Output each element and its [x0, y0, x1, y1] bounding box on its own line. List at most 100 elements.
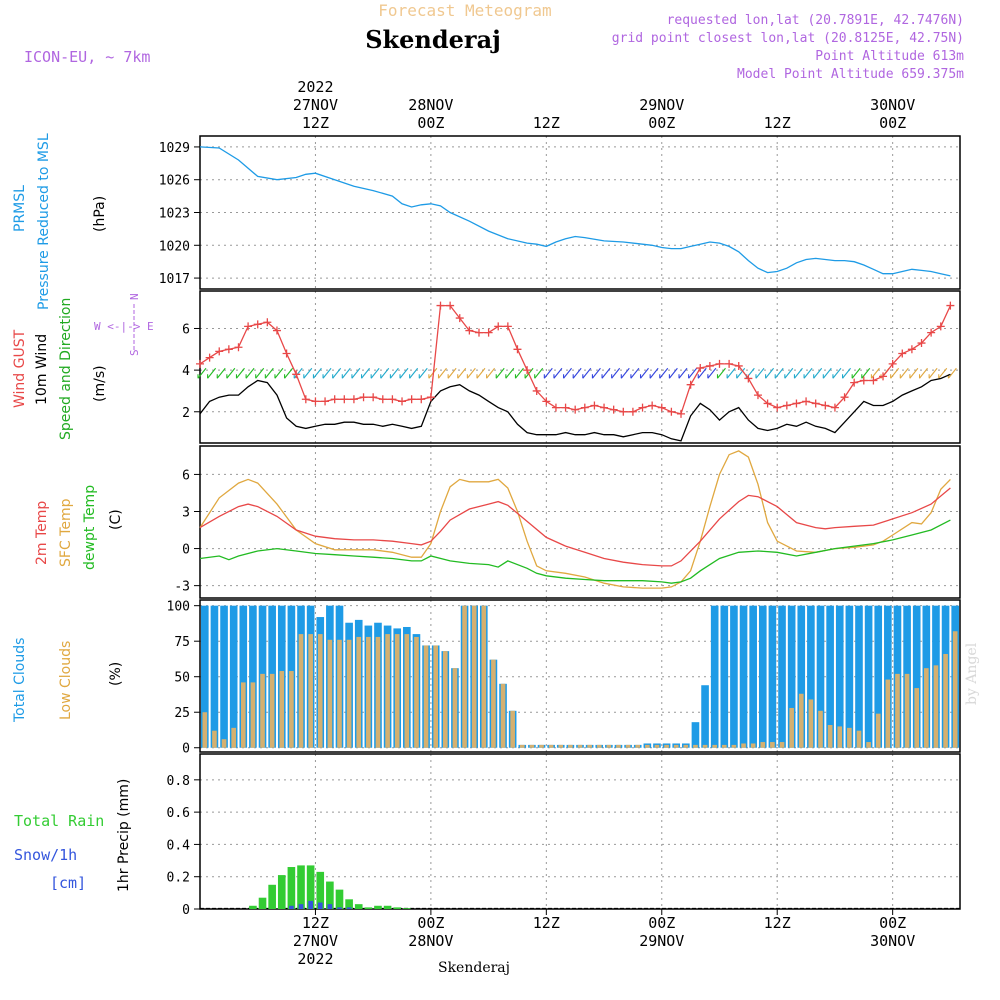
gust-marker [715, 359, 724, 368]
wind-dir-arrow [197, 367, 207, 379]
wind-dir-arrow [774, 367, 784, 379]
rain-bar [354, 904, 363, 909]
wind-dir-arrow [226, 367, 236, 379]
precip-panel [200, 865, 960, 910]
y-tick-label: 50 [174, 671, 190, 686]
rain-bar [364, 907, 373, 909]
wind-dir-arrow [409, 367, 419, 379]
low-cloud-bar [914, 688, 920, 748]
precip-axis-label: 1hr Precip (mm) [116, 779, 132, 892]
gust-marker [561, 403, 570, 412]
wind-gust-line [199, 304, 951, 415]
wind-dir-arrow [765, 367, 775, 379]
rain-bar [249, 905, 257, 909]
panel-frame-temp [199, 445, 961, 599]
wind-dir-arrow [938, 367, 948, 379]
top-time-label: 00Z [879, 114, 906, 132]
low-cloud-bar [327, 639, 333, 748]
gust-marker [196, 359, 204, 368]
gust-marker [763, 399, 772, 408]
rain-bar [306, 865, 315, 909]
wind-dir-arrow [486, 367, 496, 379]
gust-marker [571, 405, 580, 414]
low-cloud-bar [847, 727, 852, 748]
low-cloud-bar [462, 605, 467, 748]
wind-dir-arrow [207, 367, 217, 379]
gust-marker [321, 397, 330, 406]
gust-marker [821, 401, 830, 410]
wind-dir-arrow [842, 367, 851, 379]
gust-marker [907, 345, 916, 354]
total-cloud-bar [835, 605, 844, 748]
low-cloud-bar [548, 744, 554, 748]
gust-marker [532, 386, 541, 395]
top-time-label: 12Z [533, 114, 560, 132]
total-cloud-bar [758, 605, 767, 748]
gust-marker [677, 409, 686, 418]
wind-dir-arrow [543, 367, 553, 379]
gust-marker [792, 399, 801, 408]
wind-dir-arrow [717, 367, 726, 379]
low-cloud-bar [433, 645, 439, 748]
wind-dir-arrow [255, 367, 265, 379]
wind-dir-arrow [813, 367, 823, 379]
bottom-time-label: 2022 [297, 950, 333, 968]
total-cloud-bar [220, 605, 228, 748]
wind-dir-arrow [351, 367, 361, 379]
low-cloud-bar [491, 659, 496, 748]
low-cloud-bar [770, 742, 775, 748]
wind-dir-arrow [341, 367, 351, 379]
low-cloud-bar [375, 636, 381, 748]
gust-marker [686, 380, 695, 389]
low-cloud-bar [664, 744, 669, 748]
gust-marker [898, 349, 907, 358]
wind-panel [196, 301, 957, 442]
total-cloud-bar [845, 605, 854, 748]
wind-dir-arrow [274, 367, 284, 379]
total-cloud-bar [749, 605, 757, 748]
snow-bar [298, 904, 304, 909]
top-time-label: 29NOV [639, 96, 684, 114]
wind-dir-arrow [303, 367, 313, 379]
gust-marker [244, 322, 253, 331]
rain-bar [326, 881, 334, 909]
rain-bar [345, 899, 353, 909]
low-cloud-bar [673, 744, 679, 748]
wind-dir-arrow [736, 367, 746, 379]
y-tick-label: 25 [174, 706, 190, 721]
temp2m-label: 2m Temp [34, 501, 50, 565]
sfc-temp-line [199, 450, 951, 589]
wind-dir-arrow [236, 367, 245, 379]
temp-unit: (C) [108, 509, 124, 530]
total-cloud-bar [730, 605, 738, 748]
rain-bar [258, 897, 267, 909]
watermark: by Angel [964, 642, 980, 705]
wind-dir-arrow [361, 367, 370, 379]
total-cloud-bar [210, 605, 219, 748]
low-cloud-bar [779, 742, 785, 748]
gust-marker [590, 401, 599, 410]
gust-marker [282, 349, 291, 358]
low-cloud-bar [423, 645, 429, 748]
wind-dir-arrow [668, 367, 678, 379]
wind-dir-arrow [293, 367, 303, 379]
top-time-label: 00Z [417, 114, 444, 132]
low-cloud-bar [683, 744, 689, 748]
wind-dir-arrow [832, 367, 842, 379]
snow-bar [327, 904, 333, 909]
gust-marker [224, 345, 233, 354]
gust-marker [398, 397, 407, 406]
wind-dir-arrow [861, 367, 871, 379]
total-cloud-bar [249, 605, 257, 748]
gust-marker [359, 393, 368, 402]
model-label: ICON-EU, ~ 7km [24, 48, 150, 66]
y-tick-label: 0.8 [167, 774, 190, 789]
wind-unit: (m/s) [92, 365, 108, 402]
low-cloud-bar [539, 744, 544, 748]
y-tick-label: 3 [182, 505, 190, 520]
low-cloud-bar [693, 744, 698, 748]
gust-marker [696, 364, 705, 373]
wind-dir-arrow [870, 367, 880, 379]
rain-bar [383, 905, 392, 909]
prmsl-label: PRMSL [12, 185, 28, 232]
